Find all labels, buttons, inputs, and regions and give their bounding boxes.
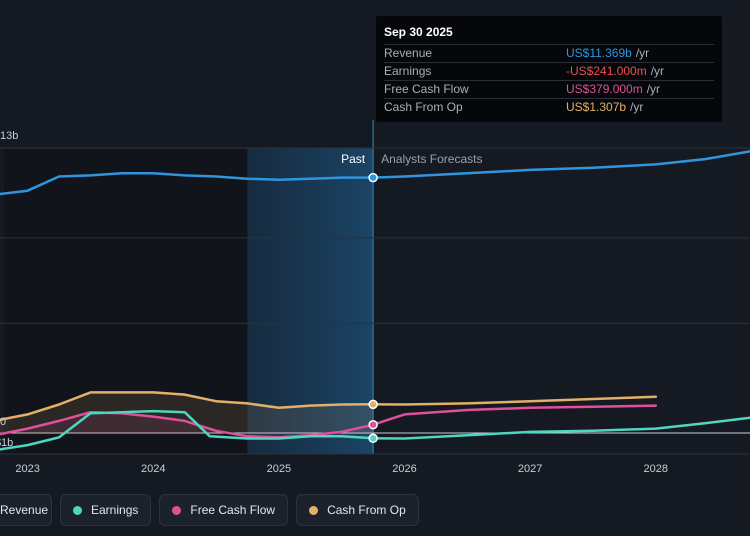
tooltip: Sep 30 2025 Revenue US$11.369b /yr Earni… [376,16,722,122]
tooltip-value: US$11.369b [566,46,632,60]
legend-label: Revenue [0,503,49,517]
free-cash-flow-marker [368,419,378,430]
cash-from-op-line [0,391,658,422]
past-label: Past [341,152,366,166]
earnings-line [0,409,750,451]
x-tick-label: 2024 [141,463,165,475]
tooltip-row-revenue: Revenue US$11.369b /yr [384,44,714,62]
tooltip-label: Cash From Op [384,100,463,114]
x-tick-label: 2027 [518,463,542,475]
x-tick-label: 2025 [267,463,291,475]
legend-label: Free Cash Flow [190,503,276,517]
tooltip-value: US$379.000m [566,82,643,96]
legend-dot-icon [172,505,182,515]
y-tick-label: -US$1b [0,437,13,449]
tooltip-value: -US$241.000m [566,64,647,78]
forecast-label: Analysts Forecasts [381,152,482,166]
legend-label: Cash From Op [327,503,406,517]
free-cash-flow-line [0,404,658,439]
legend-dot-icon [73,505,82,515]
tooltip-date: Sep 30 2025 [384,25,453,39]
tooltip-row-free-cash-flow: Free Cash Flow US$379.000m /yr [384,80,714,98]
tooltip-row-earnings: Earnings -US$241.000m /yr [384,62,714,80]
tooltip-unit: /yr [635,46,650,60]
tooltip-unit: /yr [650,64,665,78]
legend: Revenue Earnings Free Cash Flow Cash Fro… [0,494,427,526]
tooltip-label: Free Cash Flow [384,82,469,96]
x-tick-label: 2023 [15,463,39,475]
tooltip-label: Revenue [384,46,433,60]
legend-label: Earnings [91,503,139,517]
revenue-line [0,150,750,196]
tooltip-label: Earnings [384,64,432,78]
revenue-marker [368,172,378,183]
legend-item-cash-from-op[interactable]: Cash From Op [296,494,419,526]
tooltip-unit: /yr [630,100,644,114]
x-tick-label: 2028 [644,463,668,475]
legend-item-free-cash-flow[interactable]: Free Cash Flow [159,494,289,526]
y-tick-label: 0 [0,416,6,428]
cash-from-op-marker [368,399,378,410]
legend-item-earnings[interactable]: Earnings [60,494,152,526]
tooltip-unit: /yr [646,82,661,96]
chart: 13b 0 -US$1b 2023 2024 2025 2026 2027 2028 Past An… [0,120,750,475]
free-cash-flow-area [0,412,374,438]
legend-dot-icon [309,505,319,515]
tooltip-value: US$1.307b [566,100,627,114]
tooltip-row-cash-from-op: Cash From Op US$1.307b /yr [384,98,714,116]
y-tick-label: 13b [0,130,18,142]
earnings-marker [368,433,378,444]
past-highlight-band [247,148,374,454]
legend-item-revenue[interactable]: Revenue [0,494,52,526]
x-tick-label: 2026 [392,463,416,475]
